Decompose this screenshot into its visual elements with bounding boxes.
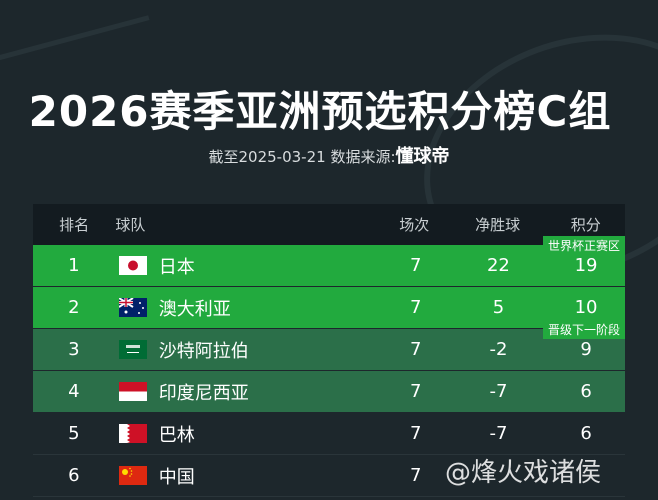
played: 7: [409, 255, 422, 276]
header-points: 积分: [570, 216, 601, 234]
table-row: 晋级下一阶段 3 沙特阿拉伯 7 -2 9: [33, 320, 625, 371]
team: 日本: [115, 253, 382, 279]
rank: 6: [68, 465, 80, 486]
team-name: 沙特阿拉伯: [158, 340, 249, 362]
table-row: 世界杯正赛区 1 日本 7 22 19: [33, 236, 625, 287]
indonesia-flag-icon: [118, 382, 147, 401]
points: 9: [580, 339, 592, 360]
australia-flag-icon: [118, 298, 147, 317]
table-row: 6 中国 7: [33, 455, 625, 497]
rank: 1: [68, 255, 80, 276]
table-row: 4 印度尼西亚 7 -7 6: [33, 371, 625, 413]
saudi-arabia-flag-icon: [118, 340, 147, 359]
rank: 2: [68, 297, 80, 318]
page-title: 2026赛季亚洲预选积分榜C组: [28, 87, 612, 136]
rank: 5: [68, 423, 80, 444]
next-stage-badge: 晋级下一阶段: [542, 320, 625, 339]
team-name: 巴林: [158, 424, 195, 446]
team-name: 日本: [158, 256, 195, 278]
watermark: @烽火戏诸侯: [445, 458, 602, 488]
rank: 4: [68, 381, 80, 402]
team-name: 印度尼西亚: [158, 382, 249, 404]
played: 7: [409, 381, 422, 402]
points: 10: [574, 297, 598, 318]
date-source-label: 截至2025-03-21 数据来源:: [208, 148, 396, 166]
team: 澳大利亚: [115, 295, 382, 321]
played: 7: [409, 423, 422, 444]
header-played: 场次: [399, 216, 430, 234]
bahrain-flag-icon: [118, 424, 147, 443]
header-team: 球队: [115, 216, 146, 234]
points: 6: [580, 381, 592, 402]
source-name: 懂球帝: [395, 146, 450, 167]
played: 7: [409, 339, 422, 360]
team: 沙特阿拉伯: [115, 337, 382, 363]
header-rank: 排名: [59, 216, 90, 234]
team: 印度尼西亚: [115, 379, 382, 405]
goal-difference: -7: [489, 423, 508, 444]
team: 巴林: [115, 421, 382, 447]
table-row: 5 巴林 7 -7 6: [33, 413, 625, 455]
team: 中国: [115, 463, 382, 489]
subtitle: 截至2025-03-21 数据来源:懂球帝: [0, 142, 658, 168]
goal-difference: -7: [489, 381, 508, 402]
standings-table: 排名 球队 场次 净胜球 积分 世界杯正赛区 1 日本 7 22 19 2 澳大…: [33, 204, 625, 497]
goal-difference: 22: [486, 255, 510, 276]
table-row: 2 澳大利亚 7 5 10: [33, 287, 625, 329]
header-gd: 净胜球: [475, 216, 521, 234]
goal-difference: -2: [489, 339, 508, 360]
rank: 3: [68, 339, 80, 360]
table-header: 排名 球队 场次 净胜球 积分: [33, 204, 625, 245]
played: 7: [409, 465, 422, 486]
goal-difference: 5: [492, 297, 505, 318]
points: 6: [580, 423, 592, 444]
team-name: 中国: [158, 466, 195, 488]
team-name: 澳大利亚: [158, 298, 231, 320]
played: 7: [409, 297, 422, 318]
japan-flag-icon: [118, 256, 147, 275]
points: 19: [574, 255, 598, 276]
world-cup-zone-badge: 世界杯正赛区: [542, 236, 625, 255]
china-flag-icon: [118, 466, 147, 485]
